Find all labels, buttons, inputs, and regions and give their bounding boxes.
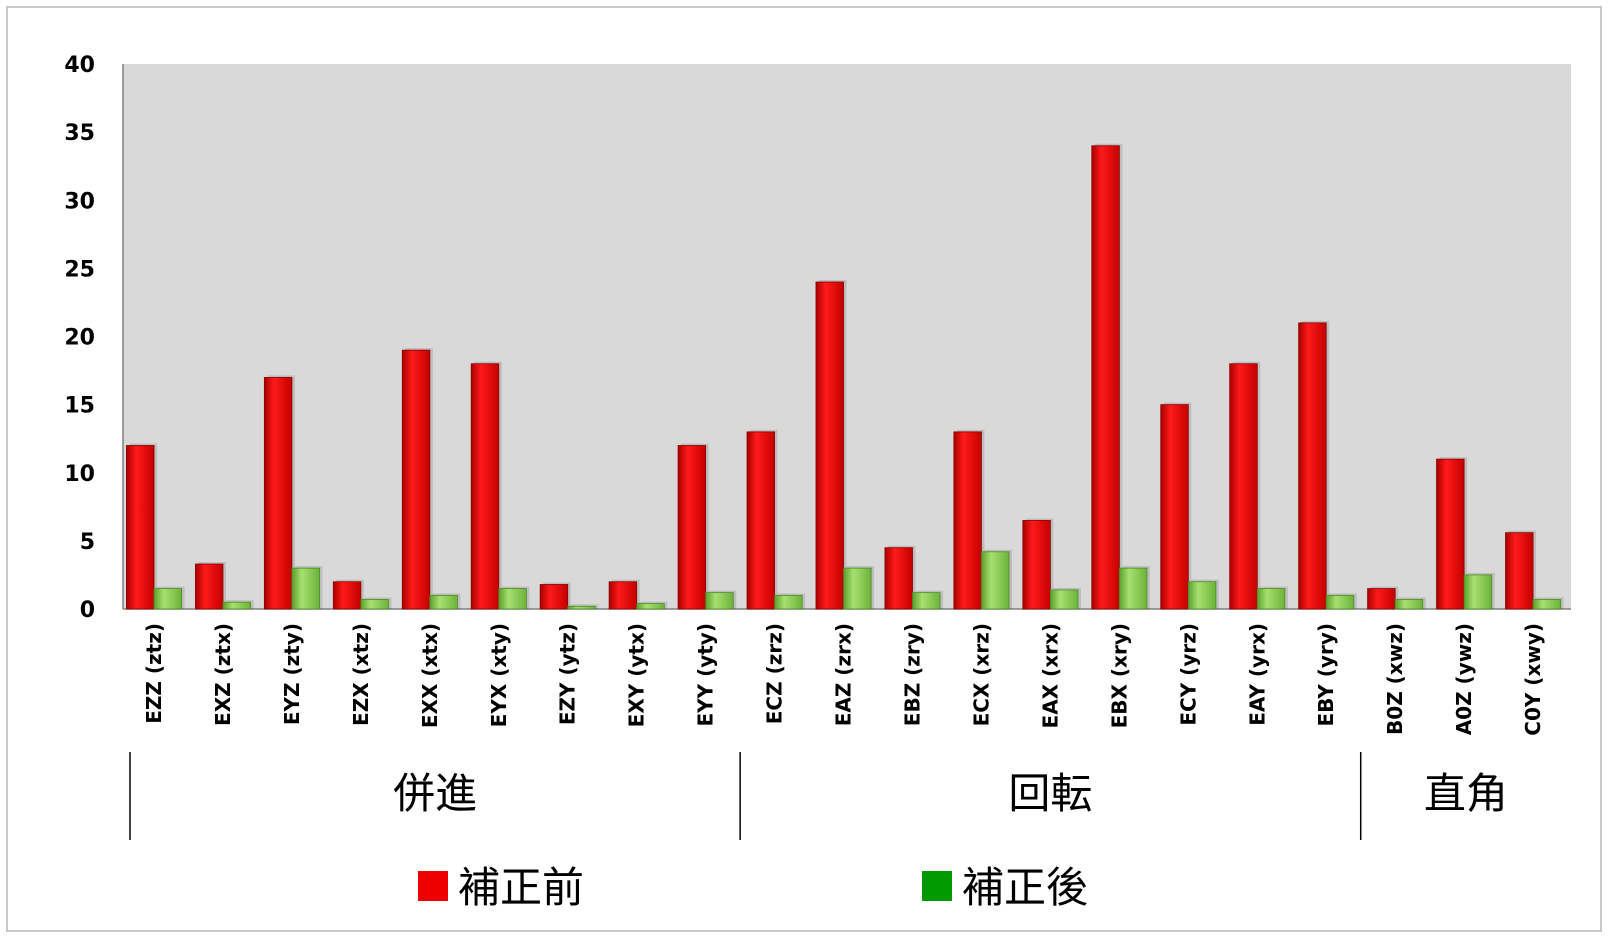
x-tick-label: EBX (xry) xyxy=(1107,623,1131,728)
category-groups: 併進 回転 直角 xyxy=(130,752,1508,840)
y-tick-label: 5 xyxy=(80,530,95,555)
bar-before-correction xyxy=(1437,459,1465,609)
bar-before-correction xyxy=(747,432,775,609)
legend-swatch-after xyxy=(922,871,952,901)
bar-after-correction xyxy=(913,593,941,609)
bar-before-correction xyxy=(471,364,499,609)
bar-before-correction xyxy=(954,432,982,609)
y-tick-label: 25 xyxy=(64,257,95,282)
y-tick-label: 15 xyxy=(64,394,95,419)
bar-before-correction xyxy=(1161,405,1189,609)
bar-after-correction xyxy=(1533,599,1561,609)
bar-before-correction xyxy=(678,446,706,610)
bar-before-correction xyxy=(816,282,844,609)
bar-before-correction xyxy=(402,350,430,609)
x-tick-label: EZY (ytz) xyxy=(556,623,580,725)
legend-swatch-before xyxy=(418,871,448,901)
bar-after-correction xyxy=(292,568,320,609)
bar-after-correction xyxy=(1257,589,1285,609)
y-axis-ticks: 0 5 10 15 20 25 30 35 40 xyxy=(64,53,95,623)
bar-after-correction xyxy=(1050,590,1078,609)
y-tick-label: 0 xyxy=(80,598,95,623)
x-tick-label: ECZ (zrz) xyxy=(763,623,787,724)
plot-area xyxy=(123,64,1571,609)
y-tick-label: 30 xyxy=(64,189,95,214)
bar-before-correction xyxy=(264,377,292,609)
x-tick-label: B0Z (xwz) xyxy=(1383,623,1407,735)
x-tick-label: EYZ (zty) xyxy=(280,623,304,725)
y-tick-label: 35 xyxy=(64,121,95,146)
bar-after-correction xyxy=(706,593,734,609)
x-tick-label: EZX (xtz) xyxy=(349,623,373,726)
bar-after-correction xyxy=(1395,599,1423,609)
x-tick-label: EXY (ytx) xyxy=(625,623,649,727)
x-tick-label: EZZ (ztz) xyxy=(142,623,166,724)
bar-after-correction xyxy=(223,602,251,609)
x-tick-label: ECY (yrz) xyxy=(1176,623,1200,726)
bar-after-correction xyxy=(775,595,803,609)
x-tick-label: EXZ (ztx) xyxy=(211,623,235,726)
x-tick-label: A0Z (ywz) xyxy=(1452,623,1476,735)
bar-before-correction xyxy=(609,582,637,609)
bar-before-correction xyxy=(333,582,361,609)
legend-label: 補正後 xyxy=(962,863,1088,912)
x-tick-label: EAY (yrx) xyxy=(1245,623,1269,726)
bar-after-correction xyxy=(499,589,527,609)
bar-after-correction xyxy=(1119,568,1147,609)
bar-before-correction xyxy=(1023,520,1051,609)
bar-after-correction xyxy=(361,599,389,609)
bar-after-correction xyxy=(1326,595,1354,609)
y-tick-label: 40 xyxy=(64,53,95,78)
x-tick-label: EYY (yty) xyxy=(694,623,718,727)
bar-before-correction xyxy=(1230,364,1258,609)
x-tick-label: EAZ (zrx) xyxy=(832,623,856,726)
bar-before-correction xyxy=(885,548,913,609)
bar-before-correction xyxy=(1092,146,1120,609)
y-tick-label: 10 xyxy=(64,462,95,487)
legend-label: 補正前 xyxy=(458,863,584,912)
x-tick-label: EXX (xtx) xyxy=(418,623,442,728)
legend: 補正前 補正後 xyxy=(418,863,1088,912)
group-label: 併進 xyxy=(393,769,477,818)
bar-before-correction xyxy=(1505,533,1533,609)
bar-after-correction xyxy=(981,552,1009,609)
x-tick-label: EYX (xty) xyxy=(487,623,511,727)
bar-after-correction xyxy=(1188,582,1216,609)
bar-before-correction xyxy=(1299,323,1327,609)
bar-after-correction xyxy=(637,604,665,609)
bar-after-correction xyxy=(430,595,458,609)
bar-after-correction xyxy=(568,606,596,609)
bar-after-correction xyxy=(1464,575,1492,609)
bar-before-correction xyxy=(126,446,154,610)
bar-before-correction xyxy=(540,584,568,609)
y-tick-label: 20 xyxy=(64,326,95,351)
x-tick-label: C0Y (xwy) xyxy=(1521,623,1545,736)
bar-before-correction xyxy=(1368,589,1396,609)
bar-after-correction xyxy=(844,568,872,609)
x-tick-label: EBY (yry) xyxy=(1314,623,1338,726)
bar-before-correction xyxy=(195,564,223,609)
group-label: 回転 xyxy=(1008,769,1092,818)
x-axis-ticks: EZZ (ztz) EXZ (ztx) EYZ (zty) EZX (xtz) EXX … xyxy=(142,623,1545,736)
x-tick-label: EAX (xrx) xyxy=(1038,623,1062,728)
group-label: 直角 xyxy=(1424,769,1508,818)
x-tick-label: EBZ (zry) xyxy=(901,623,925,726)
bar-after-correction xyxy=(154,589,182,609)
x-tick-label: ECX (xrz) xyxy=(969,623,993,726)
